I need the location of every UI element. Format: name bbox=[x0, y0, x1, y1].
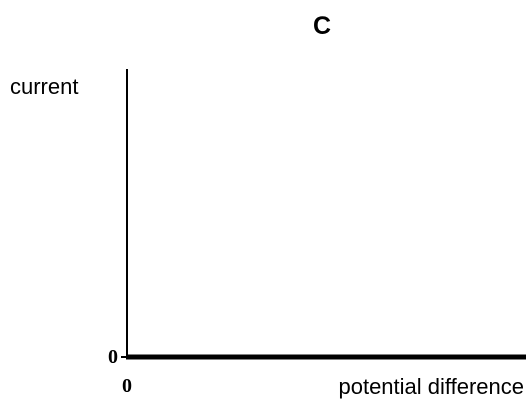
y-axis-label: current bbox=[10, 74, 78, 99]
x-axis-label: potential difference bbox=[338, 374, 524, 399]
x-origin-label: 0 bbox=[122, 375, 132, 397]
chart-title: C bbox=[313, 12, 331, 40]
y-origin-label: 0 bbox=[108, 346, 118, 368]
